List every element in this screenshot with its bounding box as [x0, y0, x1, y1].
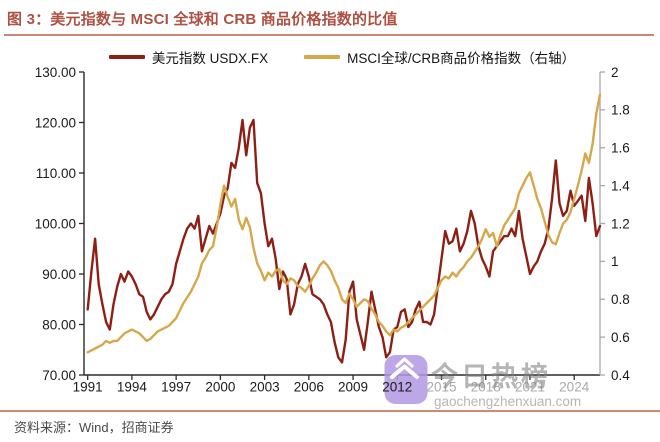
svg-text:70.00: 70.00: [42, 368, 76, 383]
svg-text:2015: 2015: [426, 380, 456, 395]
svg-text:2003: 2003: [250, 380, 280, 395]
svg-text:0.6: 0.6: [611, 330, 630, 345]
svg-text:1: 1: [611, 254, 619, 269]
svg-text:0.8: 0.8: [611, 292, 630, 307]
svg-text:1.8: 1.8: [611, 103, 630, 118]
figure-title: 图 3：美元指数与 MSCI 全球和 CRB 商品价格指数的比值: [7, 11, 398, 28]
svg-text:1997: 1997: [161, 380, 191, 395]
svg-text:130.00: 130.00: [35, 65, 76, 80]
svg-text:90.00: 90.00: [42, 267, 76, 282]
watermark-url-text: gaochengzhenxuan.com: [434, 394, 582, 409]
watermark-logo-icon: [384, 355, 428, 404]
title-divider: [4, 34, 654, 36]
svg-text:1994: 1994: [117, 380, 148, 395]
svg-text:1991: 1991: [73, 380, 103, 395]
svg-text:2024: 2024: [559, 380, 590, 395]
svg-text:120.00: 120.00: [35, 115, 76, 130]
svg-text:1.4: 1.4: [611, 178, 630, 193]
svg-text:2021: 2021: [515, 380, 545, 395]
watermark-brand-text: 今日热榜: [431, 362, 551, 392]
svg-text:80.00: 80.00: [42, 317, 76, 332]
legend-label-usdx: 美元指数 USDX.FX: [151, 51, 269, 66]
svg-text:2018: 2018: [471, 380, 501, 395]
svg-text:0.4: 0.4: [611, 368, 630, 383]
legend-label-msci-crb: MSCI全球/CRB商品价格指数（右轴）: [347, 51, 576, 66]
usdx-line-swatch-icon: [108, 55, 145, 59]
data-source-note: 资料来源：Wind，招商证券: [14, 420, 174, 435]
svg-text:1.2: 1.2: [611, 216, 630, 231]
legend-item-usdx: 美元指数 USDX.FX: [108, 47, 269, 67]
svg-text:2009: 2009: [338, 380, 368, 395]
msci-crb-line-swatch-icon: [304, 55, 341, 59]
chart-legend: 美元指数 USDX.FX MSCI全球/CRB商品价格指数（右轴）: [84, 47, 600, 67]
svg-text:2000: 2000: [205, 380, 235, 395]
svg-text:100.00: 100.00: [35, 216, 76, 231]
footer-divider: [0, 410, 660, 412]
legend-item-msci-crb: MSCI全球/CRB商品价格指数（右轴）: [304, 47, 575, 67]
svg-text:110.00: 110.00: [36, 166, 76, 181]
svg-text:2006: 2006: [294, 380, 324, 395]
svg-text:1.6: 1.6: [611, 141, 630, 156]
svg-text:2012: 2012: [382, 380, 412, 395]
svg-text:2: 2: [611, 65, 619, 80]
